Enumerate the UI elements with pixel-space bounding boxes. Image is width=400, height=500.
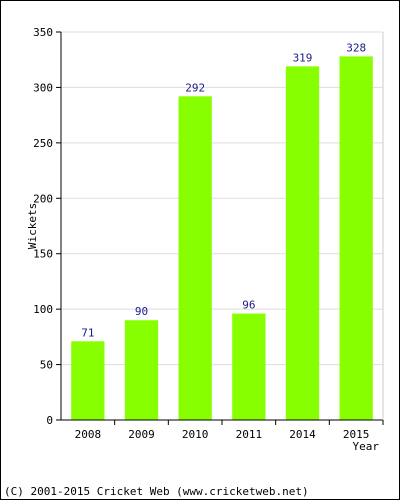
bar-2009 xyxy=(124,320,159,420)
bar-2014 xyxy=(285,66,320,420)
bar-2015 xyxy=(339,56,373,420)
y-tick-label: 350 xyxy=(33,26,53,39)
data-label-2010: 292 xyxy=(185,81,205,94)
plot-area xyxy=(61,32,383,420)
bar-2010 xyxy=(178,96,212,420)
y-tick-label: 150 xyxy=(33,248,53,261)
bars: 71 90 292 96 319 328 xyxy=(71,41,373,420)
data-label-2014: 319 xyxy=(293,51,313,64)
bar-2008 xyxy=(71,341,105,420)
x-tick-label-2009: 2009 xyxy=(128,428,155,441)
copyright-text: (C) 2001-2015 Cricket Web (www.cricketwe… xyxy=(4,485,309,498)
y-tick-label: 50 xyxy=(40,359,53,372)
x-tick-label-2010: 2010 xyxy=(182,428,209,441)
y-tick-label: 0 xyxy=(46,414,53,427)
data-label-2009: 90 xyxy=(135,305,148,318)
y-axis-ticks: 0 50 100 150 200 250 300 350 xyxy=(33,26,61,427)
y-tick-label: 250 xyxy=(33,137,53,150)
grid-lines xyxy=(61,31,383,366)
x-axis-label: Year xyxy=(353,440,380,453)
x-axis-ticks: 2008 2009 2010 2011 2014 2015 xyxy=(75,420,384,441)
data-label-2015: 328 xyxy=(346,41,366,54)
y-tick-label: 100 xyxy=(33,303,53,316)
data-label-2008: 71 xyxy=(81,326,94,339)
y-tick-label: 300 xyxy=(33,81,53,94)
x-tick-label-2014: 2014 xyxy=(289,428,316,441)
x-tick-label-2011: 2011 xyxy=(236,428,263,441)
y-tick-label: 200 xyxy=(33,192,53,205)
bar-2011 xyxy=(232,313,266,420)
y-axis-label: Wickets xyxy=(26,203,39,249)
data-label-2011: 96 xyxy=(242,299,255,312)
x-tick-label-2015: 2015 xyxy=(343,428,370,441)
x-tick-label-2008: 2008 xyxy=(75,428,102,441)
